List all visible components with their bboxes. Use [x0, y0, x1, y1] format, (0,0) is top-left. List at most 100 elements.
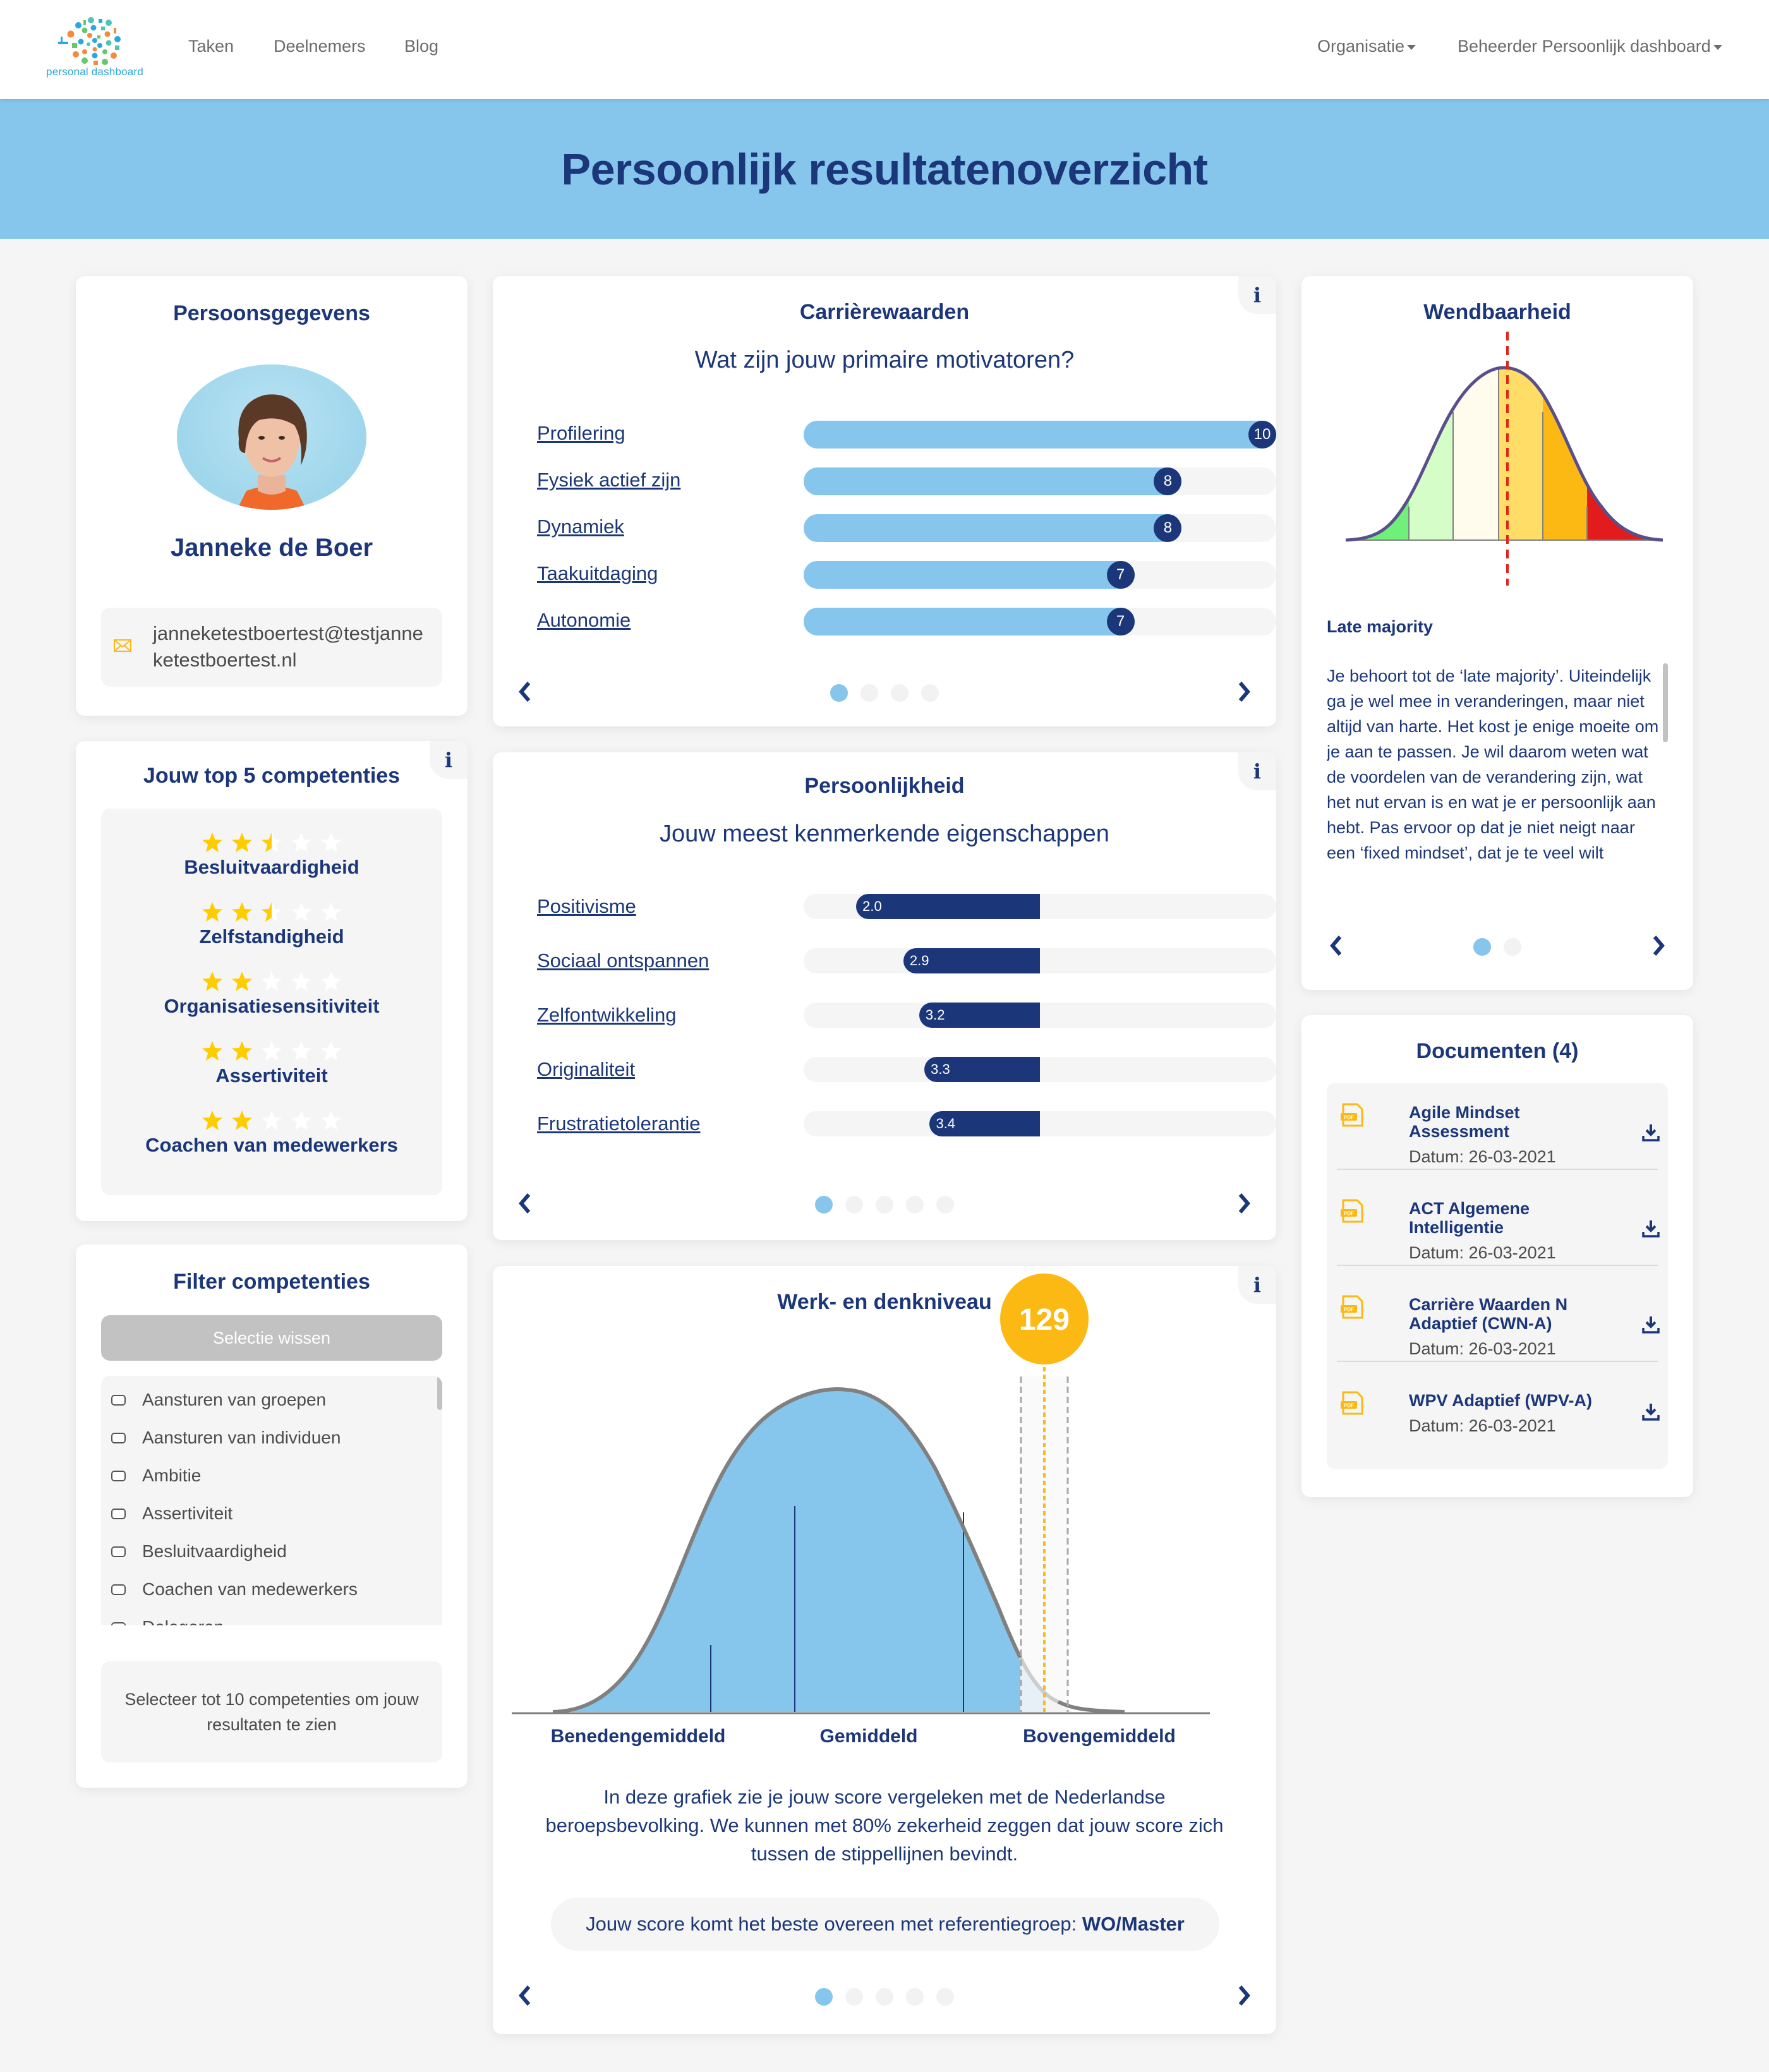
checkbox-besluitvaardigheid[interactable]: Besluitvaardigheid: [111, 1540, 287, 1563]
personality-bar-label[interactable]: Sociaal ontspannen: [537, 949, 709, 972]
checkbox[interactable]: [111, 1546, 126, 1557]
personality-bar-row: Zelfontwikkeling 3.2: [537, 1003, 1276, 1030]
user-menu-dropdown[interactable]: Beheerder Persoonlijk dashboard: [1458, 37, 1722, 56]
carousel-dots: [493, 1988, 1276, 2006]
career-bar-track: 7: [804, 608, 1276, 635]
checkbox[interactable]: [111, 1508, 126, 1519]
avatar: [177, 364, 366, 510]
download-icon[interactable]: [1641, 1402, 1660, 1421]
carousel-dot[interactable]: [860, 684, 878, 702]
document-title[interactable]: Carrière Waarden N Adaptief (CWN-A): [1409, 1295, 1568, 1333]
career-bar-track: 10: [804, 421, 1276, 449]
axis-label-average: Gemiddeld: [819, 1726, 918, 1747]
download-icon[interactable]: [1641, 1123, 1660, 1142]
star-rating: [101, 832, 442, 853]
email-box: janneketestboertest@testjanneketestboert…: [101, 608, 442, 687]
career-bar-label[interactable]: Dynamiek: [537, 515, 624, 538]
logo-spiral-icon: [58, 17, 121, 65]
nav-link-taken[interactable]: Taken: [188, 37, 234, 56]
next-arrow-icon[interactable]: [1646, 933, 1672, 958]
carousel-dot[interactable]: [906, 1988, 924, 2006]
person-name: Janneke de Boer: [170, 534, 373, 562]
reference-group-prefix: Jouw score komt het beste overeen met re…: [586, 1913, 1077, 1935]
carousel-dot[interactable]: [906, 1196, 924, 1214]
carousel-dot[interactable]: [845, 1196, 863, 1214]
star-rating: [101, 901, 442, 923]
carousel-dot[interactable]: [1504, 938, 1521, 956]
info-button[interactable]: i: [1238, 752, 1276, 790]
carousel-dot[interactable]: [815, 1196, 833, 1214]
info-button[interactable]: i: [430, 741, 468, 779]
personality-bar-label[interactable]: Originaliteit: [537, 1058, 636, 1080]
checkbox[interactable]: [111, 1584, 126, 1595]
checkbox[interactable]: [111, 1394, 126, 1406]
organisatie-dropdown[interactable]: Organisatie: [1317, 37, 1416, 56]
prev-arrow-icon[interactable]: [1323, 933, 1348, 958]
carousel-dot[interactable]: [921, 684, 939, 702]
carousel-dot[interactable]: [845, 1988, 863, 2006]
checkbox-label: Besluitvaardigheid: [142, 1541, 287, 1561]
download-icon[interactable]: [1641, 1219, 1660, 1238]
carousel-dot[interactable]: [936, 1196, 954, 1214]
career-bar-label[interactable]: Fysiek actief zijn: [537, 469, 681, 491]
prev-arrow-icon[interactable]: [512, 1983, 537, 2008]
nav-link-blog[interactable]: Blog: [404, 37, 439, 56]
checkbox-ambitie[interactable]: Ambitie: [111, 1464, 201, 1487]
personality-bar-track: 2.9: [804, 948, 1276, 973]
career-bar-label[interactable]: Taakuitdaging: [537, 562, 658, 584]
carousel-dot[interactable]: [891, 684, 909, 702]
download-icon[interactable]: [1641, 1315, 1660, 1334]
personality-bar-row: Frustratietolerantie 3.4: [537, 1111, 1276, 1139]
carousel-dot[interactable]: [830, 684, 848, 702]
organisatie-label: Organisatie: [1317, 37, 1405, 56]
star-icon: [291, 833, 311, 852]
carousel-dot[interactable]: [876, 1988, 893, 2006]
info-button[interactable]: i: [1238, 276, 1276, 314]
carousel-dot[interactable]: [936, 1988, 954, 2006]
next-arrow-icon[interactable]: [1232, 1983, 1257, 2008]
carousel-dots: [493, 684, 1276, 702]
document-title[interactable]: Agile Mindset Assessment: [1409, 1103, 1520, 1141]
competency-item: Zelfstandigheid: [101, 901, 442, 948]
checkbox-aansturen-groepen[interactable]: Aansturen van groepen: [111, 1388, 326, 1411]
star-icon: [232, 1111, 252, 1130]
carousel-dot[interactable]: [1473, 938, 1491, 956]
checkbox-delegeren[interactable]: Delegeren: [111, 1616, 224, 1625]
checkbox[interactable]: [111, 1470, 126, 1481]
checklist-scrollbar[interactable]: [437, 1376, 442, 1410]
career-bar-value: 7: [1106, 608, 1135, 635]
email-address[interactable]: janneketestboertest@testjanneketestboert…: [153, 622, 423, 671]
checkbox-assertiviteit[interactable]: Assertiviteit: [111, 1502, 232, 1525]
career-bar-label[interactable]: Profilering: [537, 422, 625, 444]
star-icon: [232, 1041, 252, 1061]
document-title[interactable]: WPV Adaptief (WPV-A): [1409, 1391, 1592, 1410]
info-button[interactable]: i: [1238, 1266, 1276, 1304]
user-menu-label: Beheerder Persoonlijk dashboard: [1458, 37, 1711, 56]
prev-arrow-icon[interactable]: [512, 679, 537, 704]
next-arrow-icon[interactable]: [1232, 1191, 1257, 1216]
divider: [1337, 1169, 1658, 1170]
checkbox[interactable]: [111, 1622, 126, 1625]
checkbox[interactable]: [111, 1432, 126, 1443]
next-arrow-icon[interactable]: [1232, 679, 1257, 704]
carousel-dot[interactable]: [876, 1196, 893, 1214]
personality-bar-label[interactable]: Zelfontwikkeling: [537, 1004, 677, 1026]
personality-bar-track: 3.4: [804, 1111, 1276, 1136]
divider: [1337, 1265, 1658, 1266]
prev-arrow-icon[interactable]: [512, 1191, 537, 1216]
personality-bar-label[interactable]: Frustratietolerantie: [537, 1112, 701, 1135]
reference-group-value: WO/Master: [1082, 1913, 1185, 1935]
checkbox-aansturen-individuen[interactable]: Aansturen van individuen: [111, 1426, 341, 1449]
clear-selection-button[interactable]: Selectie wissen: [101, 1315, 442, 1361]
logo[interactable]: personal dashboard: [39, 16, 150, 80]
nav-link-deelnemers[interactable]: Deelnemers: [274, 37, 366, 56]
competency-checklist[interactable]: Aansturen van groepen Aansturen van indi…: [101, 1376, 442, 1625]
top-competencies-title: Jouw top 5 competenties: [143, 764, 401, 788]
personality-bar-label[interactable]: Positivisme: [537, 895, 636, 917]
document-title[interactable]: ACT Algemene Intelligentie: [1409, 1199, 1530, 1237]
carousel-dot[interactable]: [815, 1988, 833, 2006]
checkbox-coachen[interactable]: Coachen van medewerkers: [111, 1578, 358, 1601]
documents-card: Documenten (4) PDF Agile Mindset Assessm…: [1301, 1015, 1693, 1497]
agility-text-scrollbar[interactable]: [1663, 663, 1668, 742]
career-bar-label[interactable]: Autonomie: [537, 609, 631, 631]
